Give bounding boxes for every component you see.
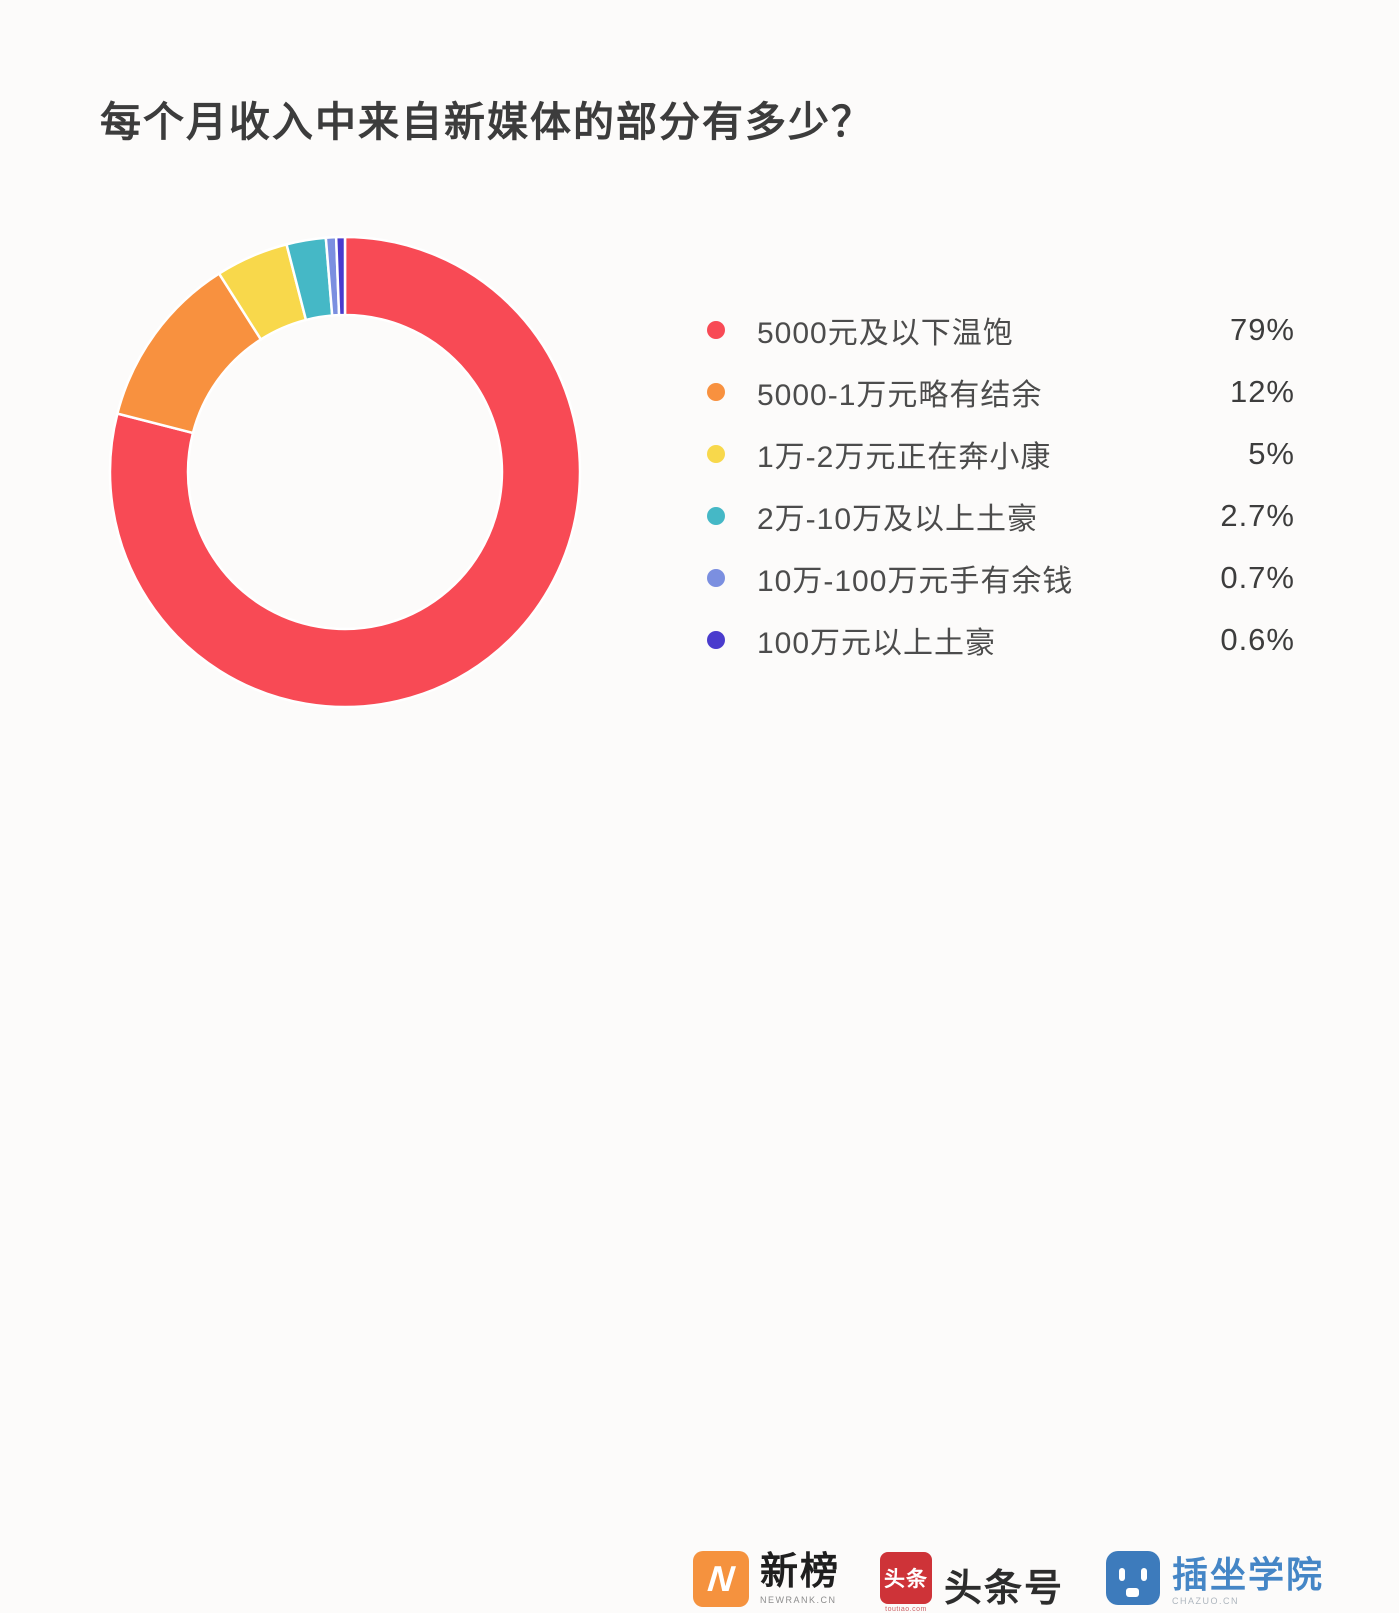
infographic-canvas: 每个月收入中来自新媒体的部分有多少？ 5000元及以下温饱 79% 5000-1…: [0, 99, 1399, 1613]
legend-color-dot: [707, 383, 725, 401]
legend-color-dot: [707, 507, 725, 525]
legend-color-dot: [707, 569, 725, 587]
newrank-logo-icon: N: [693, 1551, 749, 1607]
newrank-n-glyph: N: [705, 1558, 737, 1599]
chazuo-face-eye-icon: [1119, 1568, 1125, 1581]
newrank-url-text: NEWRANK.CN: [760, 1594, 837, 1605]
legend-item: 5000元及以下温饱 79%: [700, 299, 1295, 361]
legend-item-value: 12%: [1229, 374, 1295, 409]
chazuo-face-mouth-icon: [1126, 1588, 1139, 1597]
legend-item-value: 0.6%: [1220, 622, 1295, 657]
chart-title: 每个月收入中来自新媒体的部分有多少？: [100, 99, 874, 145]
legend-item: 1万-2万元正在奔小康 5%: [700, 423, 1295, 485]
legend-item-label: 5000-1万元略有结余: [757, 379, 1043, 412]
chazuo-logo: 插坐学院 CHAZUO.CN: [1172, 1556, 1324, 1606]
legend-item-label: 1万-2万元正在奔小康: [757, 441, 1052, 474]
newrank-wordmark: 新榜: [760, 1551, 841, 1593]
legend-item-label: 10万-100万元手有余钱: [757, 565, 1074, 598]
legend-item-value: 79%: [1229, 312, 1295, 347]
legend-item: 5000-1万元略有结余 12%: [700, 361, 1295, 423]
legend-item-value: 0.7%: [1220, 560, 1295, 595]
newrank-logo: 新榜 NEWRANK.CN: [760, 1551, 841, 1605]
chazuo-wordmark: 插坐学院: [1172, 1554, 1325, 1595]
legend-item: 100万元以上土豪 0.6%: [700, 609, 1295, 671]
legend-item-value: 5%: [1248, 436, 1295, 471]
chazuo-logo-icon: [1106, 1551, 1160, 1605]
footer-logos: N 新榜 NEWRANK.CN 头条 toutiao.com 头条号 插坐学院 …: [0, 770, 1399, 1613]
legend-item-value: 2.7%: [1220, 498, 1295, 533]
donut-segment: [108, 235, 582, 709]
legend-color-dot: [707, 321, 725, 339]
donut-segment: [334, 235, 347, 317]
toutiao-wordmark: 头条号: [944, 1568, 1065, 1610]
toutiao-url-text: toutiao.com: [885, 1606, 927, 1613]
toutiao-badge-text: 头条: [884, 1568, 928, 1591]
legend-color-dot: [707, 631, 725, 649]
legend-item-label: 100万元以上土豪: [757, 627, 997, 660]
donut-chart: [108, 235, 582, 709]
legend-item-label: 2万-10万及以上土豪: [757, 503, 1039, 536]
legend-item-label: 5000元及以下温饱: [757, 317, 1014, 350]
legend-item: 10万-100万元手有余钱 0.7%: [700, 547, 1295, 609]
legend-item: 2万-10万及以上土豪 2.7%: [700, 485, 1295, 547]
chazuo-url-text: CHAZUO.CN: [1172, 1595, 1239, 1606]
toutiao-logo-icon: 头条: [880, 1552, 932, 1604]
legend-color-dot: [707, 445, 725, 463]
chazuo-face-eye-icon: [1141, 1568, 1147, 1581]
legend: 5000元及以下温饱 79% 5000-1万元略有结余 12% 1万-2万元正在…: [700, 299, 1295, 671]
